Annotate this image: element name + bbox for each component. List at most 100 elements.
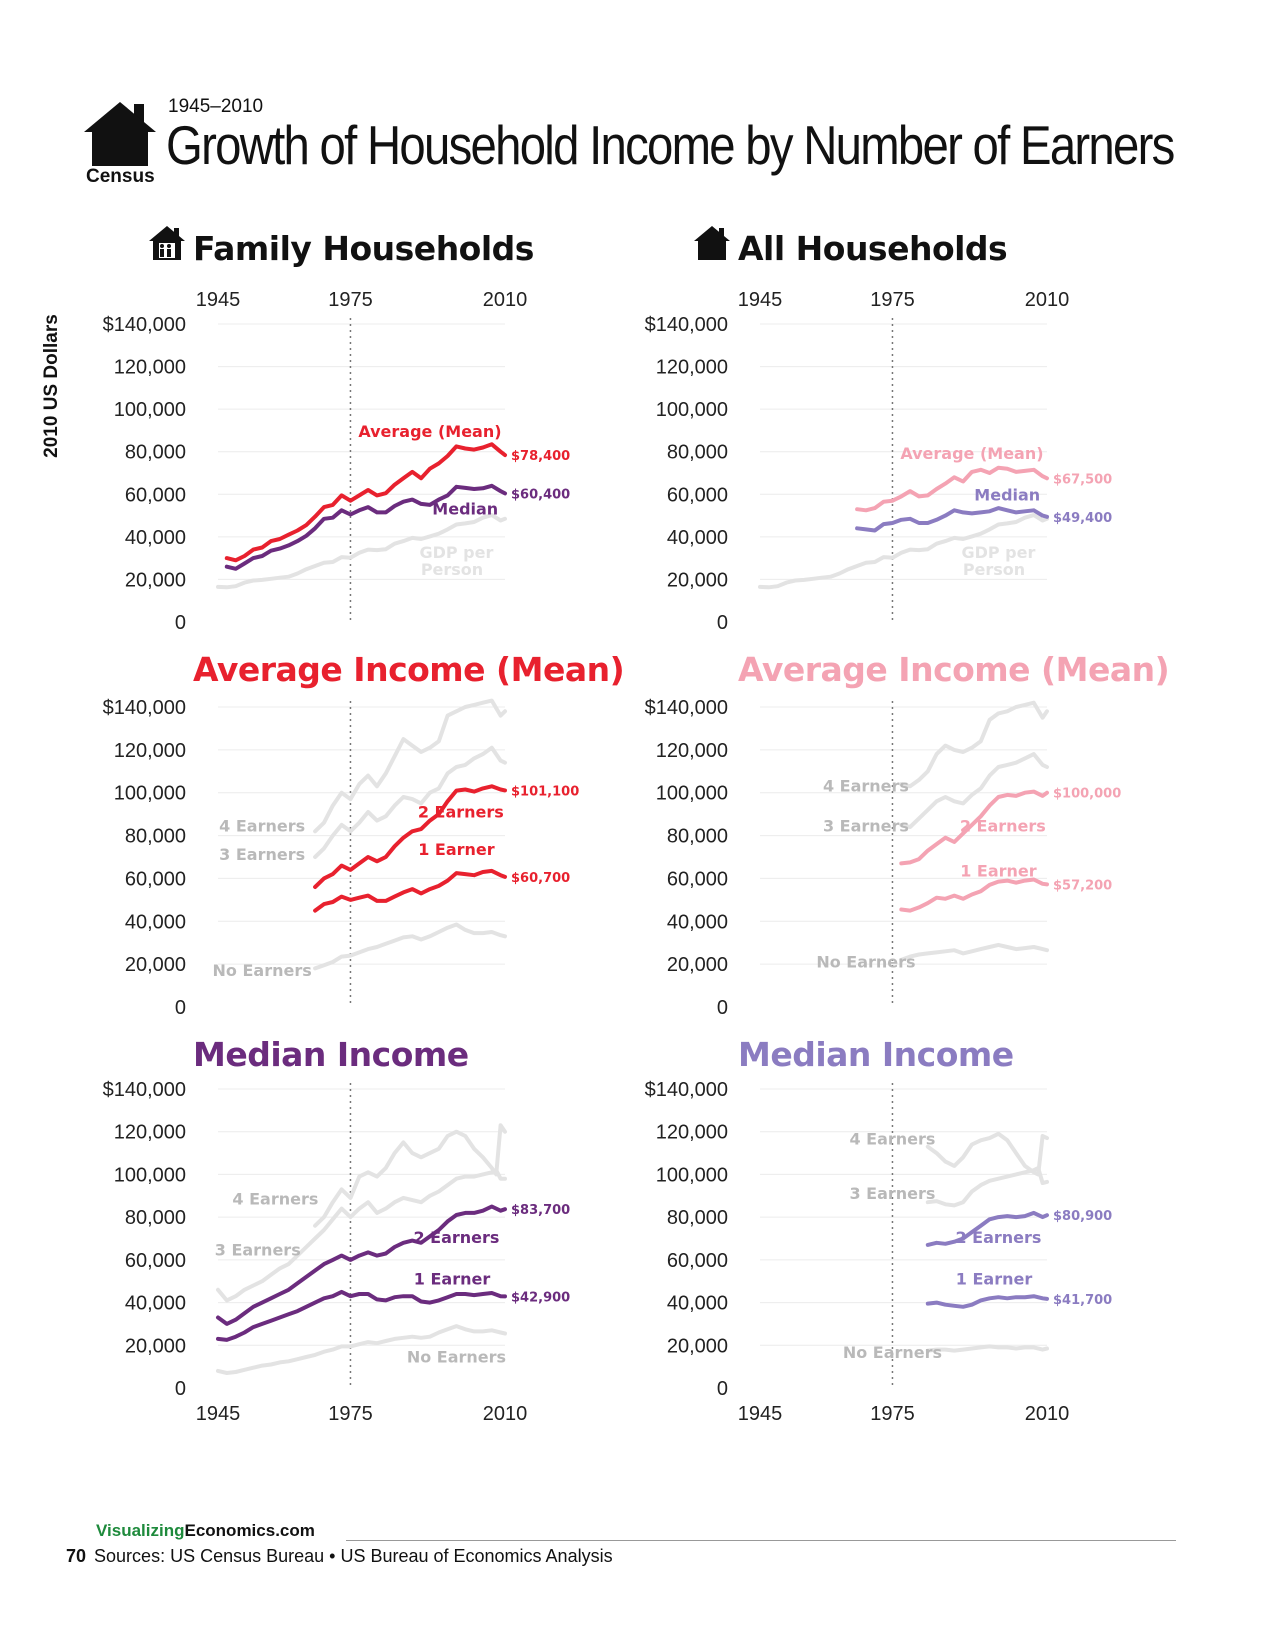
family-overview-end-label-median: $60,400 [511,487,570,502]
brand-visualizing: Visualizing [96,1521,185,1540]
all-median-y-tick: 120,000 [656,1122,728,1144]
all-median-y-tick: 80,000 [667,1207,728,1229]
family-overview-y-tick: 20,000 [125,569,186,591]
family-median-label-3-earners: 3 Earners [215,1241,301,1260]
footer-divider [346,1540,1176,1541]
all-mean-series-1-earner [899,877,1049,913]
all-mean-label-4-earners: 4 Earners [823,777,909,796]
family-median-series-1-earner [216,1289,507,1342]
all-median-y-tick: 60,000 [667,1250,728,1272]
family-overview-x-tick: 1975 [328,289,373,311]
all-median-y-tick: $140,000 [645,1079,728,1101]
all-mean-y-tick: 100,000 [656,783,728,805]
family-mean-series-3-earners [313,745,507,859]
all-median-y-tick: 0 [717,1378,728,1400]
family-overview-series-gdp-per-person [216,513,507,590]
all-mean-y-tick: $140,000 [645,697,728,719]
family-median-label-4-earners: 4 Earners [232,1189,318,1208]
all-median-series-3-earners [925,1166,1049,1208]
family-overview-x-tick: 2010 [483,289,528,311]
family-mean-y-tick: 20,000 [125,954,186,976]
family-mean-label-1-earner: 1 Earner [418,840,495,859]
all-median-y-tick: 40,000 [667,1293,728,1315]
all-median-series-4-earners [925,1131,1049,1177]
census-logo-label: Census [86,166,155,187]
family-median-x-tick: 1945 [196,1403,241,1425]
footer-brand[interactable]: VisualizingEconomics.com [96,1521,315,1541]
family-mean-series-4-earners [313,698,507,834]
all-overview-end-label-median: $49,400 [1053,511,1112,526]
family-median-label-no-earners: No Earners [407,1347,506,1366]
all-overview-y-tick: 0 [717,612,728,634]
all-overview-y-tick: 120,000 [656,357,728,379]
all-overview-x-tick: 2010 [1025,289,1070,311]
family-overview-end-label-average-mean: $78,400 [511,449,570,464]
family-mean-y-tick: 0 [175,997,186,1019]
census-house-icon [84,102,156,166]
family-mean-label-no-earners: No Earners [213,961,312,980]
all-mean-label-3-earners: 3 Earners [823,816,909,835]
family-median-y-tick: 80,000 [125,1207,186,1229]
family-mean-end-label-1-earner: $60,700 [511,871,570,886]
all-median-x-tick: 1945 [738,1403,783,1425]
family-overview-y-tick: 100,000 [114,399,186,421]
all-mean-y-tick: 0 [717,997,728,1019]
family-mean-y-tick: 40,000 [125,911,186,933]
all-mean-label-1-earner: 1 Earner [960,861,1037,880]
all-overview-y-tick: 40,000 [667,527,728,549]
family-median-y-tick: 0 [175,1378,186,1400]
all-mean-series-3-earners [899,752,1049,829]
family-overview-y-tick: 40,000 [125,527,186,549]
family-median-end-label-2-earners: $83,700 [511,1203,570,1218]
all-overview-y-tick: 60,000 [667,484,728,506]
all-overview-title: All Households [738,229,1007,268]
sources-text: Sources: US Census Bureau • US Bureau of… [94,1546,613,1566]
brand-economics: Economics.com [184,1521,315,1540]
family-overview-series-average-mean [224,442,507,563]
all-median-label-no-earners: No Earners [843,1343,942,1362]
all-overview-label-average-mean: Average (Mean) [900,444,1043,463]
family-median-y-tick: $140,000 [103,1079,186,1101]
all-median-x-tick: 1975 [870,1403,915,1425]
family-median-y-tick: 20,000 [125,1335,186,1357]
family-mean-label-2-earners: 2 Earners [418,802,504,821]
family-median-series-2-earners [216,1204,507,1326]
family-median-x-tick: 2010 [483,1403,528,1425]
all-mean-end-label-1-earner: $57,200 [1053,878,1112,893]
family-mean-series-2-earners [313,784,507,889]
family-mean-y-tick: 60,000 [125,868,186,890]
family-overview-y-tick: 0 [175,612,186,634]
all-overview-y-tick: 20,000 [667,569,728,591]
all-mean-series-4-earners [899,700,1049,789]
family-mean-y-tick: 120,000 [114,740,186,762]
all-overview-y-tick: 80,000 [667,442,728,464]
family-mean-title: Average Income (Mean) [193,650,624,689]
all-overview-y-tick: $140,000 [645,314,728,336]
family-median-series-no-earners [216,1324,507,1375]
family-overview-title: Family Households [193,229,534,268]
family-mean-label-3-earners: 3 Earners [219,845,305,864]
all-median-x-tick: 2010 [1025,1403,1070,1425]
all-overview-x-tick: 1945 [738,289,783,311]
all-median-label-4-earners: 4 Earners [849,1130,935,1149]
family-overview-y-tick: 60,000 [125,484,186,506]
family-overview-y-tick: 120,000 [114,357,186,379]
all-median-y-tick: 100,000 [656,1164,728,1186]
all-mean-y-tick: 80,000 [667,826,728,848]
all-mean-label-2-earners: 2 Earners [960,816,1046,835]
family-median-label-2-earners: 2 Earners [413,1228,499,1247]
family-mean-label-4-earners: 4 Earners [219,816,305,835]
all-mean-title: Average Income (Mean) [738,650,1169,689]
all-mean-y-tick: 20,000 [667,954,728,976]
all-overview-series-average-mean [855,465,1049,513]
all-overview-series-gdp-per-person [758,513,1049,590]
family-median-x-tick: 1975 [328,1403,373,1425]
family-overview-x-tick: 1945 [196,289,241,311]
all-mean-series-no-earners [899,942,1049,962]
family-mean-y-tick: $140,000 [103,697,186,719]
all-mean-series-2-earners [899,789,1049,866]
family-median-y-tick: 100,000 [114,1164,186,1186]
family-overview-label-gdp-per: GDP per [419,543,493,562]
family-median-end-label-1-earner: $42,900 [511,1290,570,1305]
all-overview-x-tick: 1975 [870,289,915,311]
